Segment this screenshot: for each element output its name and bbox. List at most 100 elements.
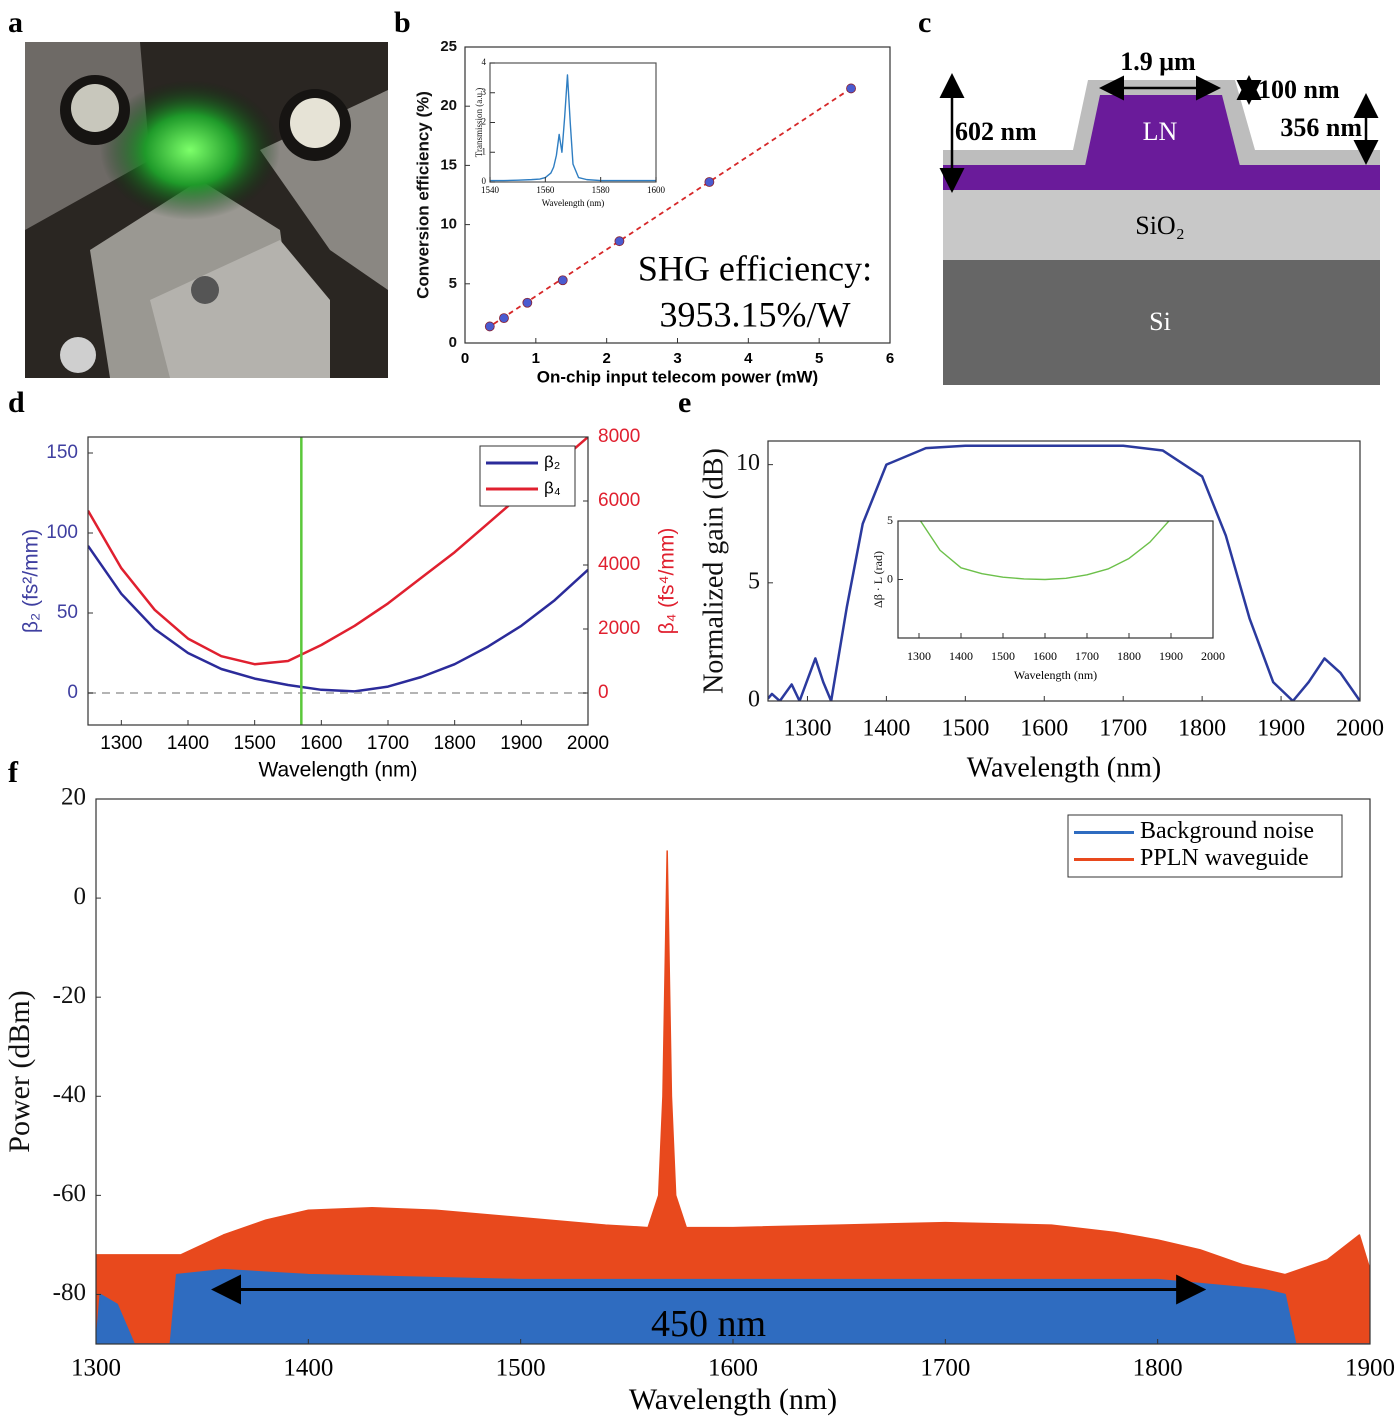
- panel-label: a: [8, 6, 23, 39]
- ln-ridge: [1085, 95, 1240, 166]
- x-tick-label: 1700: [1075, 649, 1099, 663]
- point: [522, 297, 533, 308]
- point: [614, 236, 625, 247]
- plot: [768, 444, 1360, 701]
- x-tick-label: 1400: [862, 716, 910, 742]
- top-label: 100 nm: [1258, 75, 1340, 104]
- y-tick-label: 15: [440, 156, 457, 173]
- y-tick-label: 4: [482, 57, 487, 67]
- x-tick-label: 4: [744, 350, 753, 367]
- panel-labels: a b c d e f: [8, 6, 931, 789]
- chart: 1300 1400 1500 1600 1700 1800 1900 200005010015…: [20, 426, 679, 782]
- width-label: 1.9 μm: [1120, 47, 1196, 76]
- x-tick-label: 1800: [1178, 716, 1226, 742]
- y-tick-label: 5: [748, 568, 760, 594]
- y2-tick-label: 0: [598, 682, 609, 703]
- x-tick-label: 1560: [536, 185, 555, 195]
- y-tick-label: 5: [449, 275, 457, 292]
- panel-label: d: [8, 386, 25, 419]
- legend-label: β₄: [544, 478, 561, 497]
- x-tick-label: 1800: [1133, 1355, 1183, 1382]
- x-tick-label: 1900: [500, 733, 542, 754]
- x-tick-label: 1600: [1020, 716, 1068, 742]
- total-label: 602 nm: [955, 117, 1037, 146]
- y-tick-label: 0: [449, 334, 457, 351]
- x-tick-label: 2000: [567, 733, 609, 754]
- x-tick-label: 1540: [481, 185, 500, 195]
- x-axis-label: Wavelength (nm): [542, 198, 605, 208]
- span-label: 450 nm: [651, 1303, 766, 1345]
- x-tick-label: 1900: [1257, 716, 1305, 742]
- plot: [919, 521, 1170, 581]
- panel-label: b: [394, 6, 411, 39]
- y-tick-label: -20: [53, 982, 86, 1009]
- chart: 1300 1400 1500 1600 1700 1800 1900 -80 -60 -40 -20…: [3, 784, 1395, 1416]
- y2-tick-label: 8000: [598, 426, 640, 447]
- x-tick-label: 1: [532, 350, 540, 367]
- x-tick-label: 1500: [234, 733, 276, 754]
- frame: [767, 440, 1361, 702]
- x-tick-label: 0: [461, 350, 469, 367]
- y-tick-label: 3: [482, 87, 487, 97]
- y-tick-label: 20: [440, 97, 457, 114]
- y-tick-label: -80: [53, 1279, 86, 1306]
- plot: [88, 437, 588, 725]
- cross-section: 1.9 μm 100 nm 602 nm 356 nm LN SiO₂ Si: [939, 47, 1380, 385]
- y-tick-label: 0: [887, 571, 893, 585]
- y-tick-label: 2: [482, 117, 487, 127]
- series-line: [919, 521, 1170, 581]
- y-tick-label: 10: [736, 450, 760, 476]
- series-line: [96, 850, 1370, 1344]
- si-layer: [943, 260, 1380, 385]
- x-tick-label: 1500: [496, 1355, 546, 1382]
- y-tick-label: 10: [440, 216, 457, 233]
- y2-axis-label: β₄ (fs⁴/mm): [656, 528, 679, 635]
- y2-tick-label: 6000: [598, 490, 640, 511]
- x-tick-label: 1400: [283, 1355, 333, 1382]
- y-tick-label: 50: [57, 602, 78, 623]
- point: [557, 275, 568, 286]
- ridge-label: 356 nm: [1280, 113, 1362, 142]
- x-tick-label: 1500: [941, 716, 989, 742]
- x-tick-label: 2: [602, 350, 610, 367]
- x-tick-label: 1300: [907, 649, 931, 663]
- y-axis-label: Power (dBm): [3, 990, 36, 1152]
- plot: [490, 74, 656, 182]
- x-tick-label: 3: [673, 350, 681, 367]
- y-tick-label: 1: [482, 146, 487, 156]
- series-line: [768, 444, 1360, 701]
- x-axis-label: Wavelength (nm): [967, 752, 1161, 783]
- legend-label: β₂: [544, 452, 560, 471]
- x-tick-label: 2000: [1201, 649, 1225, 663]
- point: [484, 321, 495, 332]
- x-axis-label: Wavelength (nm): [629, 1383, 837, 1416]
- y-tick-label: -60: [53, 1180, 86, 1207]
- y-axis-label: Transmission (a.u.): [474, 88, 484, 157]
- y-tick-label: 150: [46, 442, 78, 463]
- chart: 1540 1560 1580 1600 0 1 2 3 4 Wavelength (nm) Tran…: [474, 57, 665, 208]
- y-axis-label: Conversion efficiency (%): [413, 91, 432, 299]
- x-tick-label: 1500: [991, 649, 1015, 663]
- x-axis-label: Wavelength (nm): [258, 759, 417, 782]
- point: [499, 313, 509, 324]
- x-tick-label: 1400: [949, 649, 973, 663]
- series-line: [490, 74, 656, 182]
- panel-label: e: [678, 386, 691, 419]
- x-tick-label: 1600: [708, 1355, 758, 1382]
- x-tick-label: 1700: [920, 1355, 970, 1382]
- x-tick-label: 1900: [1159, 649, 1183, 663]
- y-tick-label: 0: [74, 883, 87, 910]
- series-line: [88, 437, 588, 666]
- ln-slab: [943, 165, 1380, 190]
- y-tick-label: 20: [61, 784, 86, 811]
- x-tick-label: 1580: [592, 185, 611, 195]
- y2-tick-label: 2000: [598, 618, 640, 639]
- y-tick-label: 0: [67, 682, 78, 703]
- y-tick-label: 25: [440, 38, 457, 55]
- y-tick-label: 0: [748, 687, 760, 713]
- x-tick-label: 1800: [434, 733, 476, 754]
- fit-line: [485, 87, 852, 330]
- x-tick-label: 1600: [300, 733, 342, 754]
- x-tick-label: 1300: [71, 1355, 121, 1382]
